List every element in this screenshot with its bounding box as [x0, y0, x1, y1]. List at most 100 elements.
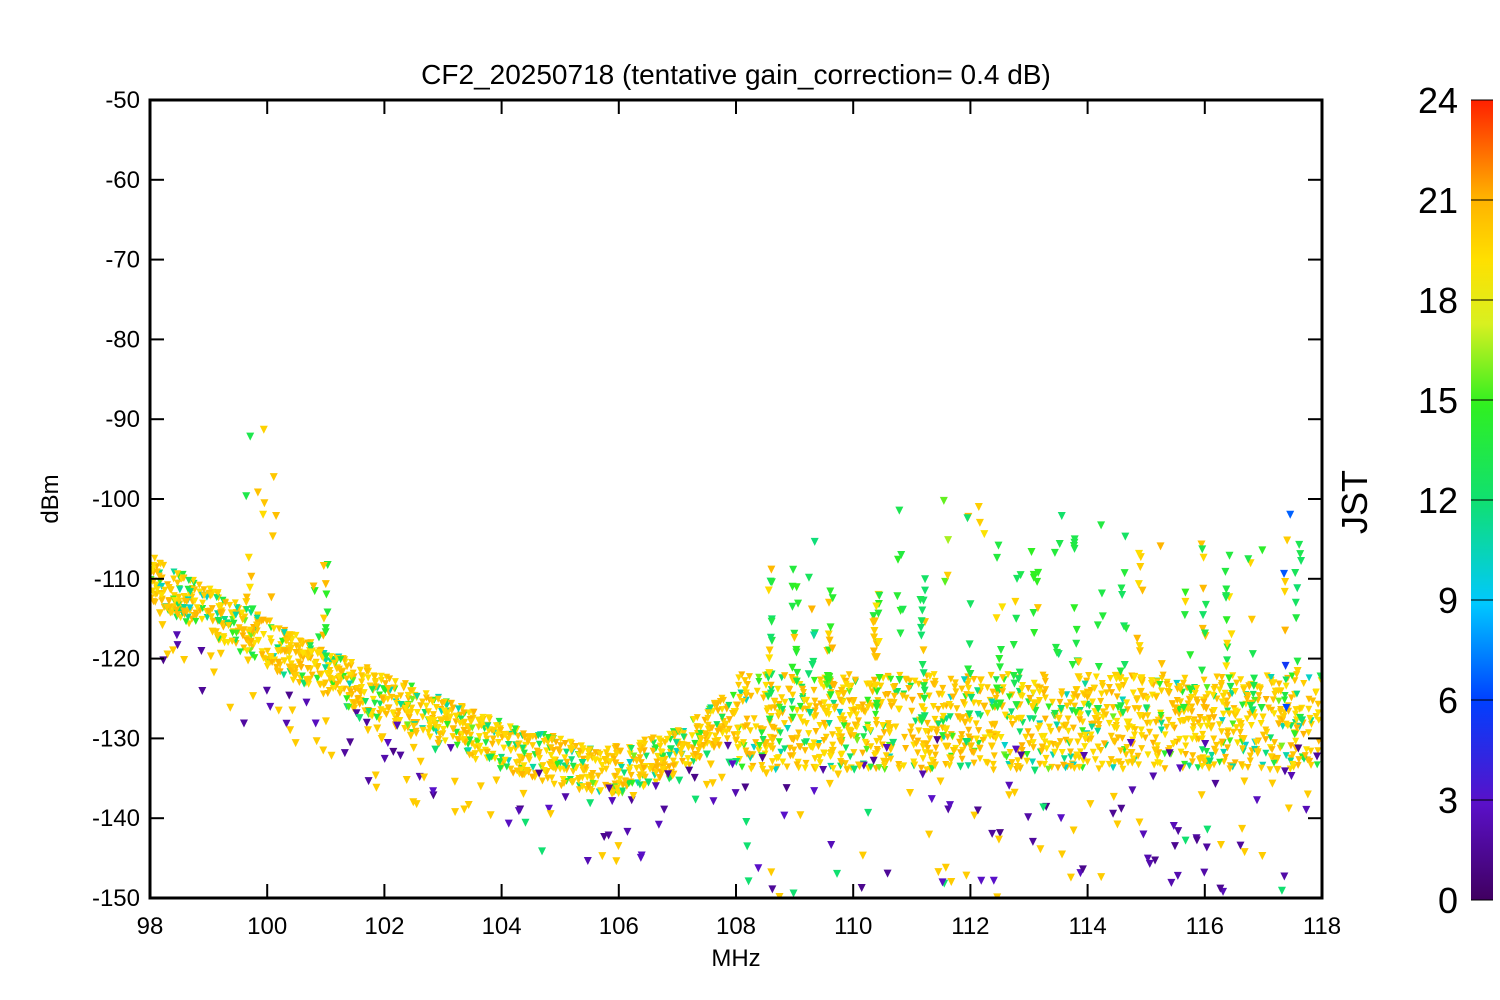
data-point	[174, 579, 182, 587]
data-point	[544, 804, 553, 813]
data-point	[857, 884, 866, 893]
data-point	[475, 733, 483, 741]
data-point	[182, 618, 190, 626]
data-point	[767, 578, 776, 587]
data-point	[1258, 546, 1267, 555]
data-point	[812, 764, 820, 772]
data-point	[882, 743, 891, 752]
data-point	[873, 737, 881, 745]
data-point	[1109, 704, 1117, 712]
data-point	[1152, 718, 1160, 726]
data-point	[919, 743, 927, 751]
data-point	[1168, 700, 1176, 708]
data-point	[935, 690, 943, 698]
data-point	[1169, 821, 1178, 830]
data-point	[838, 750, 846, 758]
data-point	[647, 763, 655, 771]
data-point	[224, 639, 232, 647]
data-point	[1064, 727, 1072, 735]
data-point	[429, 791, 438, 800]
data-point	[1149, 772, 1158, 781]
data-point	[1014, 675, 1023, 684]
data-point	[403, 701, 411, 709]
data-point	[1067, 762, 1075, 770]
data-point	[1094, 663, 1103, 672]
data-point	[965, 684, 973, 692]
data-point	[934, 868, 943, 877]
data-point	[466, 751, 474, 759]
data-point	[1007, 715, 1015, 723]
data-point	[512, 759, 520, 767]
data-point	[1244, 555, 1253, 564]
data-point	[285, 631, 293, 639]
data-point	[1016, 728, 1024, 736]
data-point	[1246, 752, 1254, 760]
data-point	[872, 703, 881, 712]
data-point	[774, 712, 782, 720]
data-point	[260, 499, 269, 508]
data-point	[478, 718, 486, 726]
data-point	[1113, 693, 1121, 701]
colorbar-tick-label: 0	[1438, 880, 1458, 921]
data-point	[1157, 687, 1165, 695]
data-point	[173, 641, 182, 650]
data-point	[274, 647, 282, 655]
data-point	[239, 719, 248, 728]
data-point	[1270, 710, 1278, 718]
data-point	[1249, 690, 1257, 698]
data-point	[1281, 577, 1290, 586]
data-point	[394, 712, 402, 720]
data-point	[1194, 764, 1202, 772]
data-point	[1292, 716, 1300, 724]
data-point	[569, 762, 577, 770]
data-point	[249, 692, 258, 701]
data-point	[992, 735, 1000, 743]
data-point	[472, 755, 480, 763]
data-point	[396, 716, 404, 724]
data-point	[788, 705, 796, 713]
data-point	[872, 653, 881, 662]
data-point	[936, 777, 945, 786]
data-point	[1075, 754, 1083, 762]
data-point	[1011, 745, 1020, 754]
data-point	[887, 723, 895, 731]
data-point	[866, 680, 874, 688]
data-point	[1041, 761, 1049, 769]
data-point	[1301, 752, 1309, 760]
data-point	[859, 749, 867, 757]
x-tick-label: 114	[1068, 913, 1106, 940]
data-point	[636, 754, 644, 762]
data-point	[1270, 679, 1278, 687]
data-point	[1186, 685, 1195, 694]
data-point	[929, 680, 937, 688]
data-point	[467, 731, 475, 739]
data-point	[1225, 674, 1234, 683]
data-point	[1117, 804, 1126, 813]
data-point	[543, 747, 551, 755]
y-tick-label: -130	[92, 725, 140, 752]
data-point	[951, 679, 959, 687]
data-point	[1167, 878, 1176, 887]
data-point	[828, 594, 837, 603]
data-point	[970, 811, 979, 820]
data-point	[477, 748, 485, 756]
data-point	[657, 748, 665, 756]
data-point	[834, 691, 842, 699]
data-point	[302, 676, 311, 685]
data-point	[1087, 731, 1095, 739]
data-point	[1292, 614, 1301, 623]
data-point	[804, 670, 813, 679]
data-point	[758, 761, 766, 769]
data-point	[215, 603, 223, 611]
data-point	[1275, 680, 1283, 688]
data-point	[236, 648, 244, 656]
data-point	[918, 606, 927, 615]
data-point	[507, 765, 515, 773]
colorbar-tick-label: 15	[1418, 380, 1458, 421]
data-point	[1295, 540, 1304, 549]
data-point	[461, 718, 469, 726]
data-point	[1063, 702, 1071, 710]
data-point	[829, 741, 837, 749]
data-point	[568, 756, 576, 764]
data-point	[1226, 682, 1235, 691]
